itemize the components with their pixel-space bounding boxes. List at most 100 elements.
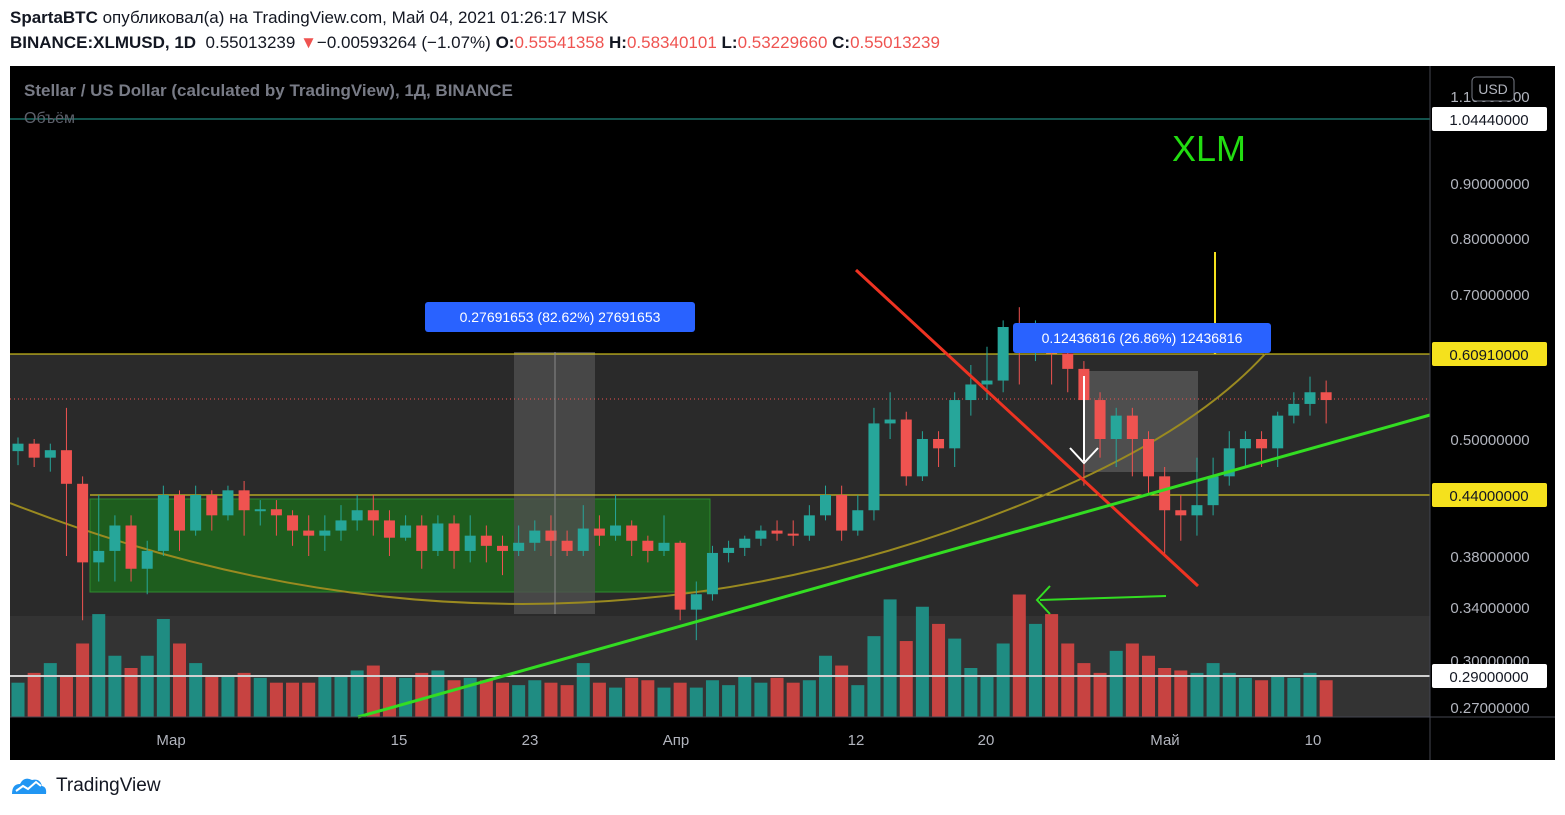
candle-body: [174, 495, 185, 531]
candle-body: [141, 550, 153, 569]
price-tick-label: 0.50000000: [1450, 432, 1529, 449]
volume-bar: [1238, 677, 1252, 717]
candle-body: [674, 542, 686, 610]
volume-bar: [657, 687, 671, 717]
time-tick-label: Мар: [156, 732, 185, 749]
candle-body: [723, 547, 735, 553]
candle-body: [1223, 448, 1235, 477]
candle-body: [206, 495, 218, 516]
candle-body: [432, 523, 444, 551]
volume-bar: [108, 655, 122, 717]
candle-body: [1207, 476, 1219, 506]
candle-body: [287, 515, 299, 531]
volume-bar: [932, 623, 946, 717]
volume-bar: [770, 677, 784, 717]
volume-bar: [544, 682, 558, 717]
volume-bar: [1255, 680, 1269, 717]
candle-body: [561, 540, 573, 551]
currency-label: USD: [1478, 81, 1508, 97]
candle-body: [270, 509, 282, 516]
volume-bar: [560, 685, 574, 717]
cup-curve: [10, 353, 1266, 605]
candle-body: [771, 530, 783, 534]
candle-body: [93, 550, 105, 563]
white-arrow-head-icon: [1069, 447, 1099, 465]
candle-body: [1175, 510, 1187, 516]
footer-brand[interactable]: TradingView: [56, 775, 161, 796]
candle-body: [77, 483, 89, 563]
volume-bar: [835, 665, 849, 717]
volume-bar: [1222, 672, 1236, 717]
l-label: L:: [721, 33, 738, 52]
volume-bar: [1061, 643, 1075, 717]
volume-bar: [366, 665, 380, 717]
candle-body: [367, 510, 379, 521]
price-tick-label: 0.70000000: [1450, 287, 1529, 304]
measure-badge: [1013, 323, 1271, 353]
price-axis-badge: [1432, 342, 1547, 366]
chart-frame[interactable]: 0.27691653 (82.62%) 27691653 0.12436816 (…: [10, 66, 1555, 760]
volume-bar: [92, 614, 106, 717]
candle-body: [254, 509, 266, 512]
volume-label: Объём: [24, 110, 75, 127]
volume-bar: [592, 682, 606, 717]
candle-body: [1191, 505, 1203, 516]
candle-body: [238, 490, 250, 511]
price-tick-label: 0.27000000: [1450, 700, 1529, 717]
author-name[interactable]: SpartaBTC: [10, 8, 98, 27]
candle-body: [1288, 403, 1300, 416]
volume-bar: [851, 685, 865, 717]
volume-bar: [221, 675, 235, 717]
volume-bar: [738, 675, 752, 717]
tradingview-logo-icon: [12, 778, 47, 794]
c-label: C:: [832, 33, 851, 52]
volume-bar: [76, 643, 90, 717]
volume-bar: [447, 680, 461, 717]
time-tick-label: Апр: [663, 732, 689, 749]
candle-body: [1062, 353, 1074, 369]
candle-body: [1272, 415, 1284, 449]
candle-body: [997, 327, 1009, 381]
volume-bar: [512, 685, 526, 717]
candle-body: [852, 510, 864, 531]
xlm-label: XLM: [1172, 128, 1246, 169]
candle-body: [109, 525, 121, 551]
candle-body: [965, 384, 977, 401]
price-tick-label: 0.90000000: [1450, 176, 1529, 193]
measure-badge-label: 0.27691653 (82.62%) 27691653: [460, 309, 661, 325]
volume-bar: [883, 599, 897, 717]
volume-bar: [1012, 594, 1026, 717]
chart-title: Stellar / US Dollar (calculated by Tradi…: [24, 81, 513, 100]
volume-bar: [673, 682, 687, 717]
publish-text: опубликовал(а) на TradingView.com, Май 0…: [102, 8, 609, 27]
candle-body: [1304, 392, 1316, 404]
price-axis-badge-label: 0.29000000: [1449, 669, 1528, 686]
volume-bar: [1045, 614, 1059, 717]
candle-body: [868, 423, 880, 511]
candle-body: [803, 515, 815, 536]
candle-body: [981, 380, 993, 385]
candle-body: [319, 530, 331, 536]
volume-bar: [1190, 672, 1204, 717]
volume-bar: [1158, 668, 1172, 717]
candle-body: [222, 490, 234, 516]
candle-body: [916, 439, 928, 477]
measure-badge-label: 0.12436816 (26.86%) 12436816: [1042, 330, 1243, 346]
price-chart[interactable]: 0.27691653 (82.62%) 27691653 0.12436816 (…: [10, 66, 1555, 760]
time-tick-label: 12: [848, 732, 865, 749]
candle-body: [836, 495, 848, 531]
volume-bar: [237, 672, 251, 717]
currency-button[interactable]: USD: [1471, 76, 1515, 102]
time-tick-label: 15: [391, 732, 408, 749]
time-tick-label: 23: [522, 732, 539, 749]
candle-body: [1159, 476, 1171, 511]
candle-body: [513, 542, 525, 551]
price-axis-badge-label: 0.60910000: [1449, 347, 1528, 364]
candle-body: [400, 525, 412, 538]
candle-body: [933, 439, 945, 449]
close-value: 0.55013239: [850, 33, 940, 52]
candle-body: [787, 533, 799, 536]
volume-bar: [819, 655, 832, 717]
volume-bar: [205, 675, 219, 717]
change-value: −0.00593264 (−1.07%): [316, 33, 491, 52]
